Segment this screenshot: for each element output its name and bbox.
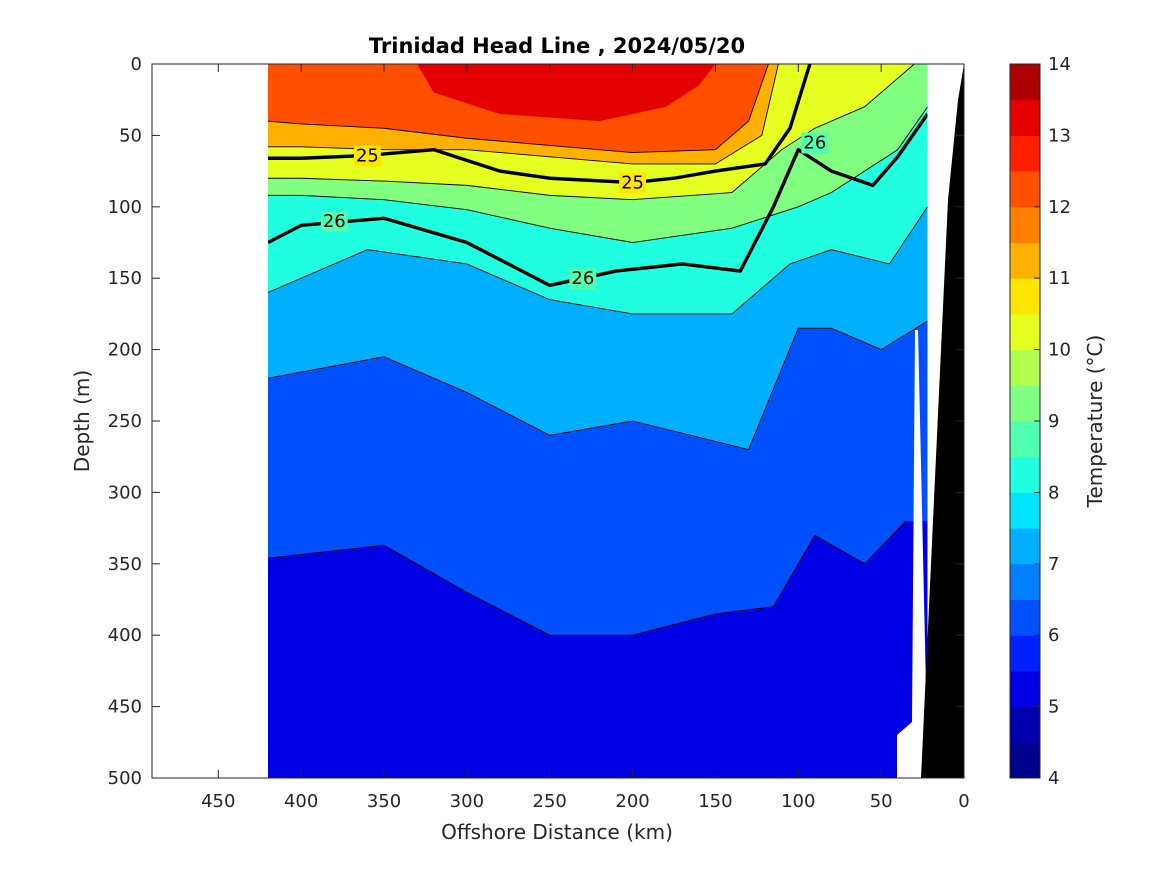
y-tick-label: 200 (108, 340, 142, 361)
y-tick-label: 400 (108, 625, 142, 646)
y-tick-label: 250 (108, 411, 142, 432)
density-contour-label-bg (801, 132, 829, 154)
colorbar-band (1010, 171, 1040, 208)
colorbar-band (1010, 421, 1040, 458)
isotherm-9.5 (268, 64, 915, 201)
colorbar-ticks: 4 5 6 7 8 9 10 11 12 13 14 (1034, 54, 1071, 789)
colorbar-tick-label: 5 (1048, 697, 1059, 718)
colorbar-band (1010, 206, 1040, 243)
isotherm-lines (268, 64, 928, 636)
colorbar-band (1010, 313, 1040, 351)
colorbar-tick-label: 14 (1048, 54, 1071, 75)
density-contour-26 (268, 113, 928, 288)
density-contour-label-26-1: 26 (571, 268, 594, 289)
colorbar-tick-label: 7 (1048, 554, 1059, 575)
colorbar-band (1010, 528, 1040, 565)
isotherm-6.5 (268, 320, 928, 451)
x-tick-label: 350 (367, 791, 401, 812)
x-tick-label: 250 (533, 791, 567, 812)
y-tick-label: 100 (108, 197, 142, 218)
density-contour-label-bg (320, 211, 348, 233)
density-contour-label-bg (619, 172, 647, 194)
colorbar-band (1010, 242, 1040, 279)
colorbar-band (1010, 135, 1040, 172)
colorbar-tick-label: 11 (1048, 268, 1071, 289)
y-tick-label: 50 (119, 125, 142, 146)
colorbar-band (1010, 385, 1040, 422)
y-axis-ticks: 0 50 100 150 200 250 300 350 400 450 500 (108, 54, 964, 789)
y-tick-label: 500 (108, 768, 142, 789)
colorbar-band (1010, 563, 1040, 600)
density-contour-label-25-0: 25 (356, 145, 379, 166)
temperature-field (268, 64, 928, 778)
colorbar-band (1010, 64, 1040, 101)
colorbar-band (1010, 599, 1040, 636)
colorbar-band (1010, 492, 1040, 529)
y-axis-label: Depth (m) (70, 370, 94, 472)
isotherm-10.5 (268, 64, 779, 165)
colorbar-band (1010, 670, 1040, 708)
colorbar-band (1010, 456, 1040, 493)
colorbar-tick-label: 9 (1048, 411, 1059, 432)
density-contour-label-bg (569, 268, 597, 290)
isotherm-7.5 (268, 206, 928, 315)
colorbar-tick-label: 10 (1048, 340, 1071, 361)
y-tick-label: 350 (108, 554, 142, 575)
colorbar-band (1010, 349, 1040, 386)
density-contour-label-26-0: 26 (323, 211, 346, 232)
colorbar-tick-label: 6 (1048, 625, 1059, 646)
y-tick-label: 0 (131, 54, 142, 75)
seafloor-mask (897, 330, 928, 778)
x-tick-label: 100 (781, 791, 815, 812)
x-tick-label: 0 (958, 791, 969, 812)
y-tick-label: 450 (108, 697, 142, 718)
colorbar-tick-label: 4 (1048, 768, 1059, 789)
x-tick-label: 150 (698, 791, 732, 812)
isotherm-11.5 (268, 64, 769, 153)
colorbar-band (1010, 99, 1040, 136)
colorbar-tick-label: 13 (1048, 125, 1071, 146)
density-contour-label-26-2: 26 (803, 133, 826, 154)
x-tick-label: 400 (284, 791, 318, 812)
density-contour-label-bg (353, 145, 381, 167)
density-contour-labels: 25 25 26 26 26 (320, 132, 829, 290)
density-contour-label-25-1: 25 (621, 173, 644, 194)
x-tick-label: 450 (201, 791, 235, 812)
colorbar-band (1010, 278, 1040, 315)
x-axis-ticks: 450 400 350 300 250 200 150 100 50 0 (201, 64, 970, 812)
colorbar-band (1010, 706, 1040, 743)
colorbar-bands (1010, 64, 1040, 779)
seafloor-bathymetry (921, 64, 964, 778)
field-band-warm-core (417, 64, 716, 122)
y-tick-label: 150 (108, 268, 142, 289)
isotherm-5.5 (268, 520, 907, 636)
x-tick-label: 300 (450, 791, 484, 812)
chart-title: Trinidad Head Line , 2024/05/20 (369, 34, 745, 58)
y-tick-label: 300 (108, 482, 142, 503)
x-tick-label: 200 (615, 791, 649, 812)
colorbar-tick-label: 8 (1048, 482, 1059, 503)
colorbar: 4 5 6 7 8 9 10 11 12 13 14 Temperature (°C) (1009, 54, 1107, 789)
colorbar-label: Temperature (°C) (1083, 335, 1107, 509)
colorbar-band (1010, 635, 1040, 672)
x-tick-label: 50 (870, 791, 893, 812)
colorbar-band (1010, 742, 1040, 779)
x-axis-label: Offshore Distance (km) (441, 820, 673, 844)
colorbar-tick-label: 12 (1048, 197, 1071, 218)
